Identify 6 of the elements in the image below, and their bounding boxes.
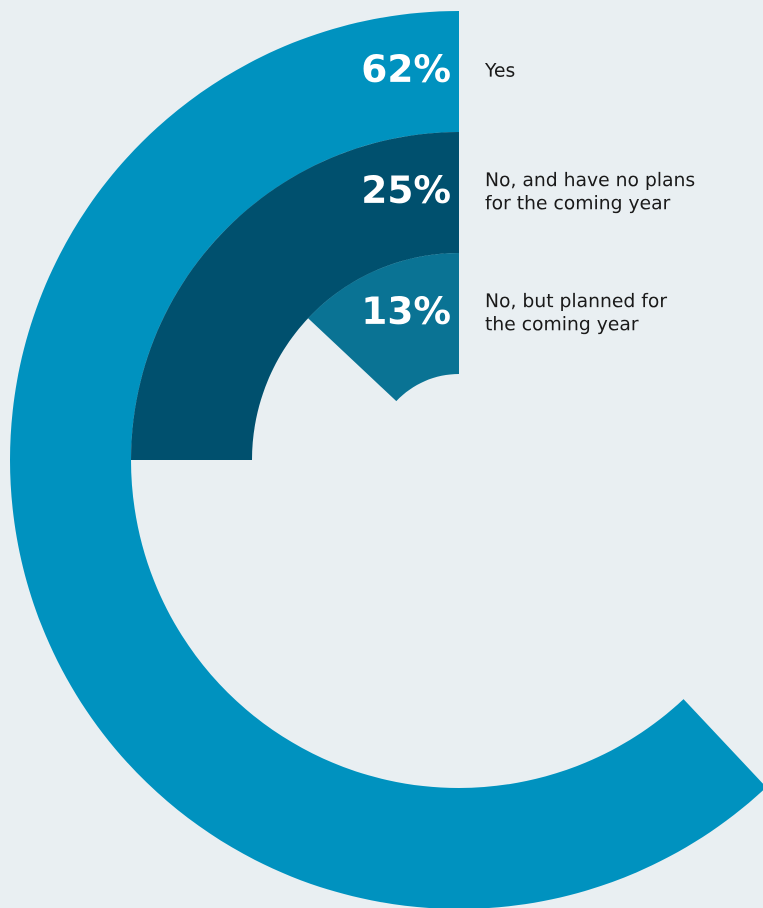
category-label: No, but planned for the coming year [486,292,668,334]
category-label: Yes [484,63,514,77]
category-label: No, and have no plans for the coming year [485,172,694,214]
data-label: 25% [364,175,450,204]
data-label: 62% [364,54,450,82]
data-label: 13% [365,296,450,324]
